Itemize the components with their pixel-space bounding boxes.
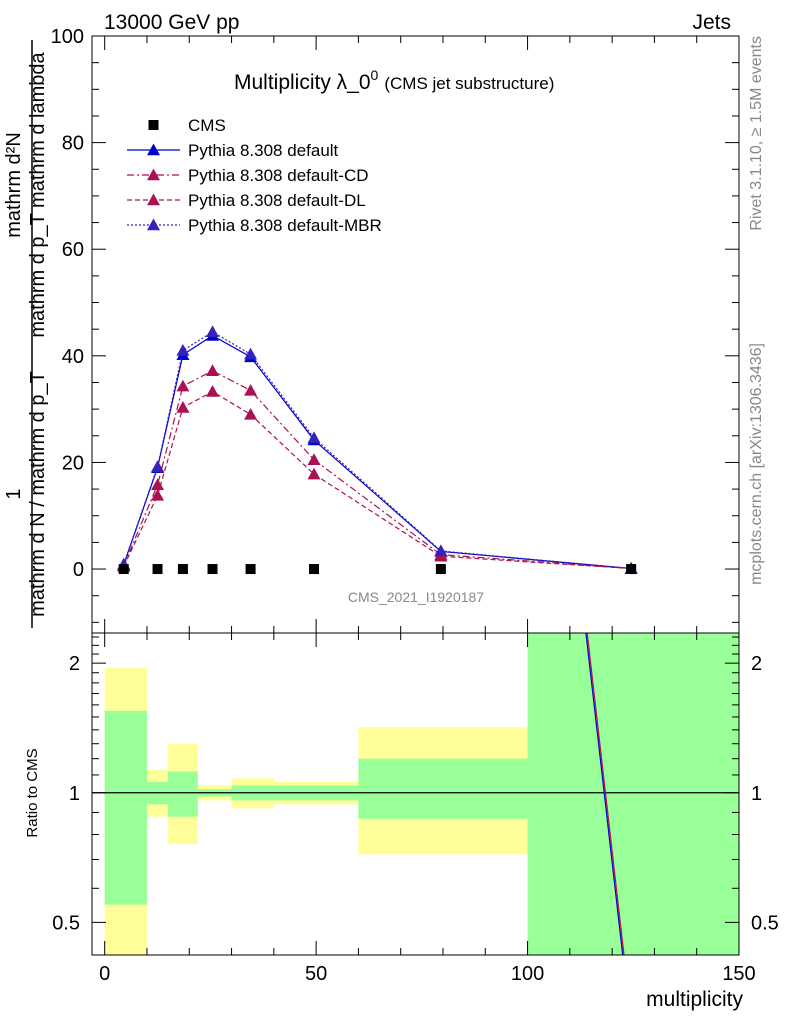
legend-entry: Pythia 8.308 default-MBR (188, 216, 382, 235)
series-point (151, 488, 165, 501)
cms-data-point (152, 564, 163, 575)
cms-data-point (309, 564, 320, 575)
x-tick-labels: 0 50 100 150 (99, 963, 756, 985)
chart-subtitle: (CMS jet substructure) (384, 74, 554, 93)
y-axis-label: 1 mathrm d N / mathrm d p_T mathrm d²N m… (3, 40, 49, 628)
y-tick-label: 80 (62, 133, 84, 155)
x-tick-label: 100 (511, 963, 544, 985)
rivet-label: Rivet 3.1.10, ≥ 1.5M events (748, 36, 765, 231)
series-point (307, 467, 321, 480)
series-point (176, 401, 190, 413)
y-tick-label: 20 (62, 452, 84, 474)
series-point (151, 478, 165, 491)
series-point (244, 347, 258, 360)
legend-marker (147, 218, 160, 231)
ratio-tick-label-right: 2 (751, 653, 762, 675)
ratio-bands (92, 633, 739, 955)
legend-entry: CMS (188, 116, 226, 135)
y-tick-label: 100 (51, 26, 84, 48)
ratio-panel-frame (91, 632, 740, 956)
series-point (206, 385, 220, 397)
y-tick-label: 40 (62, 346, 84, 368)
ratio-tick-label: 0.5 (52, 912, 80, 934)
series-point (244, 383, 258, 396)
header-right: Jets (692, 11, 731, 34)
ratio-series-line (586, 633, 625, 955)
series-point (434, 544, 448, 557)
legend-entry: Pythia 8.308 default-DL (188, 191, 366, 210)
series-line (123, 390, 632, 570)
series-point (307, 453, 321, 465)
legend-marker (147, 193, 160, 206)
ratio-tick-label: 1 (69, 783, 80, 805)
legend-marker (147, 168, 160, 181)
legend-entry: Pythia 8.308 default (188, 141, 339, 160)
legend: CMS Pythia 8.308 default Pythia 8.308 defa… (127, 116, 382, 235)
ratio-tick-label-right: 0.5 (751, 912, 779, 934)
ratio-lines (585, 633, 625, 955)
chart-title-sup: 0 (371, 67, 379, 83)
cms-data-point (207, 564, 218, 575)
site-label: mcplots.cern.ch [arXiv:1306.3436] (748, 343, 765, 585)
y-label-main-den: mathrm d p_T mathrm d lambda (27, 51, 49, 337)
y-tick-label: 60 (62, 239, 84, 261)
ratio-band-green (527, 633, 739, 955)
ratio-y-label: Ratio to CMS (24, 748, 41, 837)
series-point (151, 460, 165, 472)
y-label-main: mathrm d²N (3, 132, 25, 238)
series-point (307, 431, 321, 444)
ratio-tick-label: 2 (69, 653, 80, 675)
chart-title: Multiplicity λ_00 (CMS jet substructure) (234, 67, 554, 94)
series-point (176, 379, 190, 392)
main-series (117, 325, 638, 575)
y-label-denominator: mathrm d N / mathrm d p_T (27, 371, 49, 617)
header-left: 13000 GeV pp (104, 11, 239, 34)
cms-data-point (626, 564, 637, 575)
ratio-band-green (104, 710, 147, 905)
legend-marker (147, 143, 160, 156)
series-line (123, 331, 632, 570)
ratio-panel-ticks: 0.5 0.5 1 1 2 2 (52, 633, 779, 955)
cms-data-point (245, 564, 256, 575)
x-axis-label: multiplicity (646, 988, 743, 1011)
ratio-band-green (168, 771, 198, 817)
chart-title-main: Multiplicity λ_0 (234, 71, 371, 94)
series-point (176, 343, 190, 356)
x-tick-label: 150 (722, 963, 755, 985)
series-line (123, 370, 632, 570)
cms-data-point (177, 564, 188, 575)
series-point (206, 364, 220, 376)
series-point (206, 325, 220, 338)
ratio-series-line (585, 633, 624, 955)
legend-entry: Pythia 8.308 default-CD (188, 166, 369, 185)
main-panel-ticks: 0 20 40 60 80 100 (51, 26, 740, 633)
y-tick-label: 0 (73, 559, 84, 581)
ratio-band-green (358, 758, 528, 819)
x-tick-label: 50 (305, 963, 327, 985)
series-line (123, 334, 632, 570)
y-label-numerator: 1 (3, 488, 25, 499)
series-point (244, 407, 258, 420)
cms-data-point (118, 564, 129, 575)
legend-marker-cms (148, 120, 159, 130)
analysis-label: CMS_2021_I1920187 (348, 589, 484, 605)
ratio-panel: 0.5 0.5 1 1 2 2 (52, 632, 779, 956)
cms-data-point (435, 564, 446, 575)
ratio-tick-label-right: 1 (751, 783, 762, 805)
x-tick-label: 0 (99, 963, 110, 985)
